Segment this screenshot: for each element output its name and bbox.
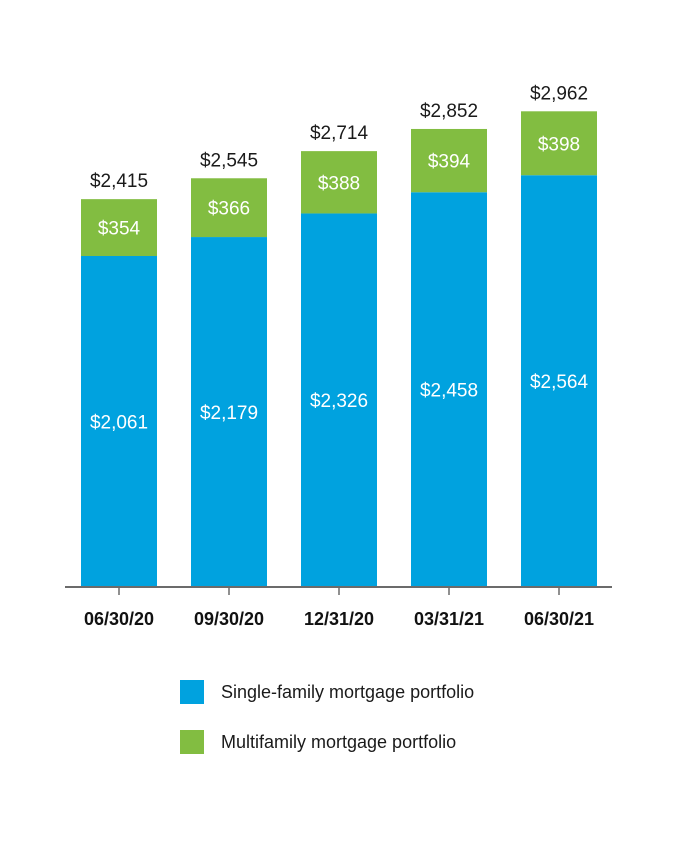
data-label-total: $2,852 [420, 101, 478, 122]
bar-multifamily [521, 111, 597, 176]
bar-multifamily [301, 151, 377, 214]
bar-multifamily [191, 178, 267, 238]
data-label-total: $2,545 [200, 150, 258, 171]
x-tick-label: 09/30/20 [194, 609, 264, 629]
legend-label-multifamily: Multifamily mortgage portfolio [221, 731, 457, 752]
legend: Single-family mortgage portfolio Multifa… [180, 680, 474, 780]
data-label-multifamily: $394 [428, 152, 471, 173]
data-label-single-family: $2,326 [310, 391, 368, 412]
legend-item-multifamily: Multifamily mortgage portfolio [180, 730, 474, 754]
bar-single-family [411, 192, 487, 587]
data-label-total: $2,714 [310, 123, 369, 144]
data-label-multifamily: $366 [208, 199, 250, 220]
bar-multifamily [81, 199, 157, 256]
bar-single-family [191, 237, 267, 587]
data-label-single-family: $2,061 [90, 413, 148, 434]
data-label-single-family: $2,458 [420, 381, 478, 402]
legend-swatch-single-family [180, 680, 204, 704]
x-tick-label: 03/31/21 [414, 609, 484, 629]
data-label-multifamily: $388 [318, 173, 360, 194]
legend-label-single-family: Single-family mortgage portfolio [221, 681, 475, 702]
bar-multifamily [411, 128, 487, 193]
data-label-total: $2,415 [90, 171, 148, 192]
bar-single-family [81, 256, 157, 587]
data-label-single-family: $2,564 [530, 372, 589, 393]
data-label-total: $2,962 [530, 83, 588, 104]
legend-swatch-multifamily [180, 730, 204, 754]
x-tick-label: 06/30/21 [524, 609, 594, 629]
data-label-multifamily: $354 [98, 219, 141, 240]
x-tick-label: 06/30/20 [84, 609, 154, 629]
legend-item-single-family: Single-family mortgage portfolio [180, 680, 474, 704]
stacked-bar-chart: $2,061 $354 $2,415 06/30/20 $2,179 $366 $2,545… [65, 83, 612, 629]
data-label-single-family: $2,179 [200, 403, 258, 424]
x-tick-label: 12/31/20 [304, 609, 374, 629]
bar-single-family [301, 213, 377, 588]
data-label-multifamily: $398 [538, 134, 580, 155]
bar-single-family [521, 175, 597, 587]
